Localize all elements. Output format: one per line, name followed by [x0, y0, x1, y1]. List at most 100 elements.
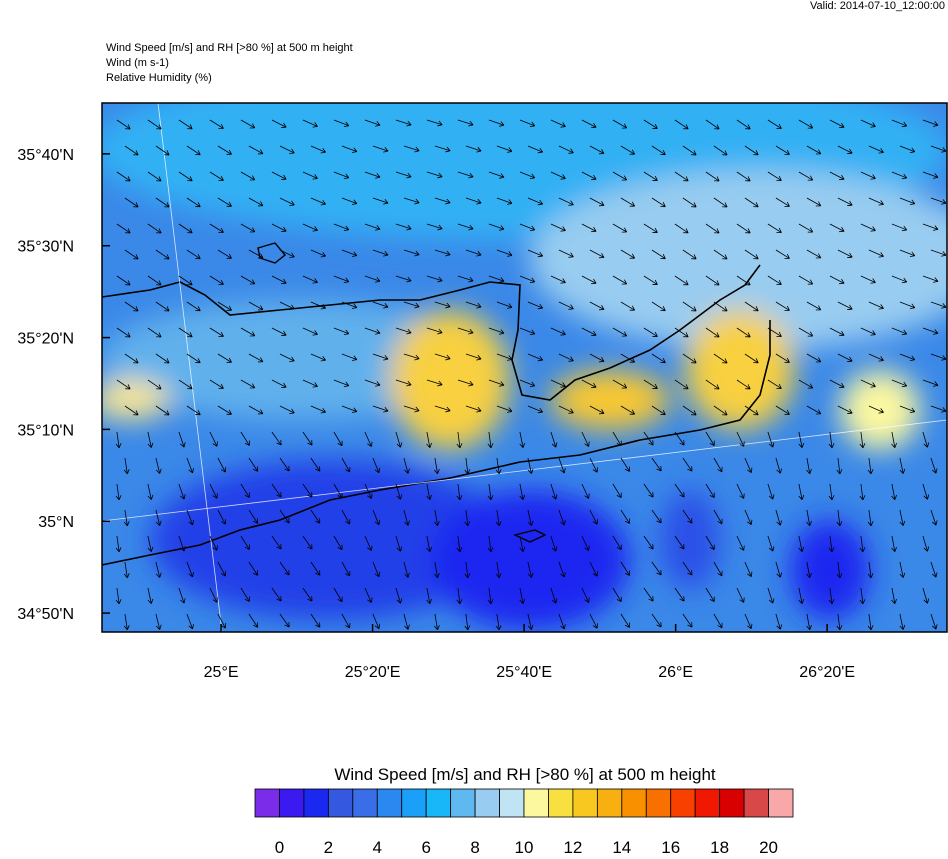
wind-arrow	[581, 275, 597, 285]
wind-arrow	[495, 509, 502, 527]
wind-arrow	[798, 119, 814, 129]
wind-arrow	[217, 249, 232, 259]
wind-arrow	[209, 483, 218, 499]
wind-arrow	[279, 509, 290, 524]
wind-arrow	[744, 457, 753, 474]
wind-arrow	[736, 223, 751, 234]
wind-arrow	[836, 561, 843, 579]
wind-arrow	[713, 301, 728, 312]
wind-arrow	[643, 327, 658, 337]
wind-arrow	[124, 353, 139, 364]
wind-arrow	[302, 431, 313, 446]
wind-arrow	[341, 561, 351, 577]
wind-arrow	[798, 431, 805, 448]
wind-arrow	[860, 171, 876, 180]
wind-arrow	[806, 509, 812, 527]
wind-arrow	[829, 379, 845, 389]
wind-arrow	[395, 275, 412, 283]
wind-arrow	[744, 561, 753, 578]
wind-arrow	[155, 301, 170, 312]
colorbar-box	[523, 788, 549, 818]
colorbar-tick-label: 8	[470, 838, 479, 854]
wind-arrow	[922, 431, 930, 448]
wind-arrow	[496, 249, 513, 257]
wind-arrow	[123, 613, 130, 631]
wind-arrow	[550, 483, 558, 500]
wind-arrow	[891, 275, 908, 284]
colorbar-box	[670, 788, 696, 818]
wind-arrow	[775, 353, 790, 363]
wind-arrow	[558, 561, 566, 578]
wind-arrow	[806, 301, 822, 311]
wind-arrow	[558, 249, 574, 258]
wind-arrow	[612, 431, 622, 447]
wind-arrow	[767, 275, 782, 285]
wind-arrow	[891, 171, 908, 180]
wind-arrow	[705, 327, 720, 338]
colorbar-box	[694, 788, 721, 818]
wind-arrow	[558, 509, 566, 526]
wind-arrow	[395, 431, 403, 448]
wind-arrow	[806, 145, 822, 155]
wind-arrow	[836, 457, 843, 475]
wind-arrow	[899, 353, 916, 362]
wind-arrow	[674, 171, 689, 182]
wind-arrow	[488, 119, 505, 127]
wind-arrow	[496, 301, 513, 309]
wind-arrow	[899, 561, 906, 578]
wind-arrow	[589, 353, 605, 363]
wind-arrow	[372, 561, 381, 578]
wind-arrow	[217, 301, 232, 311]
wind-arrow	[248, 353, 264, 363]
wind-arrow	[798, 223, 814, 233]
wind-arrow	[519, 275, 536, 284]
wind-arrow	[434, 353, 451, 361]
wind-arrow	[155, 353, 170, 364]
wind-arrow	[217, 561, 227, 577]
wind-arrow	[364, 327, 381, 335]
wind-arrow	[495, 561, 502, 579]
wind-arrow	[859, 535, 866, 553]
wind-arrow	[682, 613, 693, 628]
wind-arrow	[682, 561, 693, 576]
colorbar-box	[327, 788, 354, 818]
wind-arrow	[116, 171, 131, 182]
wind-arrow	[775, 613, 783, 630]
wind-arrow	[209, 119, 224, 129]
wind-arrow	[457, 327, 474, 335]
wind-arrow	[891, 223, 908, 232]
wind-arrow	[930, 145, 947, 153]
wind-arrow	[867, 561, 874, 579]
wind-arrow	[333, 483, 343, 499]
colorbar-box	[499, 788, 525, 818]
wind-arrow	[248, 561, 259, 576]
wind-arrow	[775, 509, 783, 526]
wind-arrow	[487, 483, 494, 501]
wind-arrow	[178, 535, 186, 552]
wind-arrow	[589, 301, 605, 311]
wind-arrow	[527, 353, 544, 362]
wind-arrow	[806, 457, 812, 475]
wind-arrow	[589, 145, 605, 155]
wind-arrow	[302, 379, 318, 388]
y-tick-label: 35°N	[38, 514, 74, 531]
wind-arrow	[581, 119, 597, 129]
wind-arrow	[930, 301, 947, 309]
wind-arrow	[550, 535, 558, 552]
wind-arrow	[271, 327, 287, 336]
wind-arrow	[495, 457, 502, 475]
wind-arrow	[837, 145, 853, 154]
colorbar-box	[303, 788, 329, 818]
wind-arrow	[426, 327, 443, 335]
wind-arrow	[736, 483, 745, 499]
wind-arrow	[558, 457, 566, 474]
wind-arrow	[341, 301, 358, 309]
colorbar-tick-label: 0	[275, 838, 284, 854]
wind-arrow	[705, 223, 720, 234]
wind-arrow	[651, 509, 662, 524]
wind-arrow	[806, 249, 822, 259]
wind-arrow	[155, 509, 162, 526]
wind-arrow	[891, 535, 897, 552]
wind-arrow	[519, 223, 536, 232]
wind-arrow	[310, 457, 321, 472]
